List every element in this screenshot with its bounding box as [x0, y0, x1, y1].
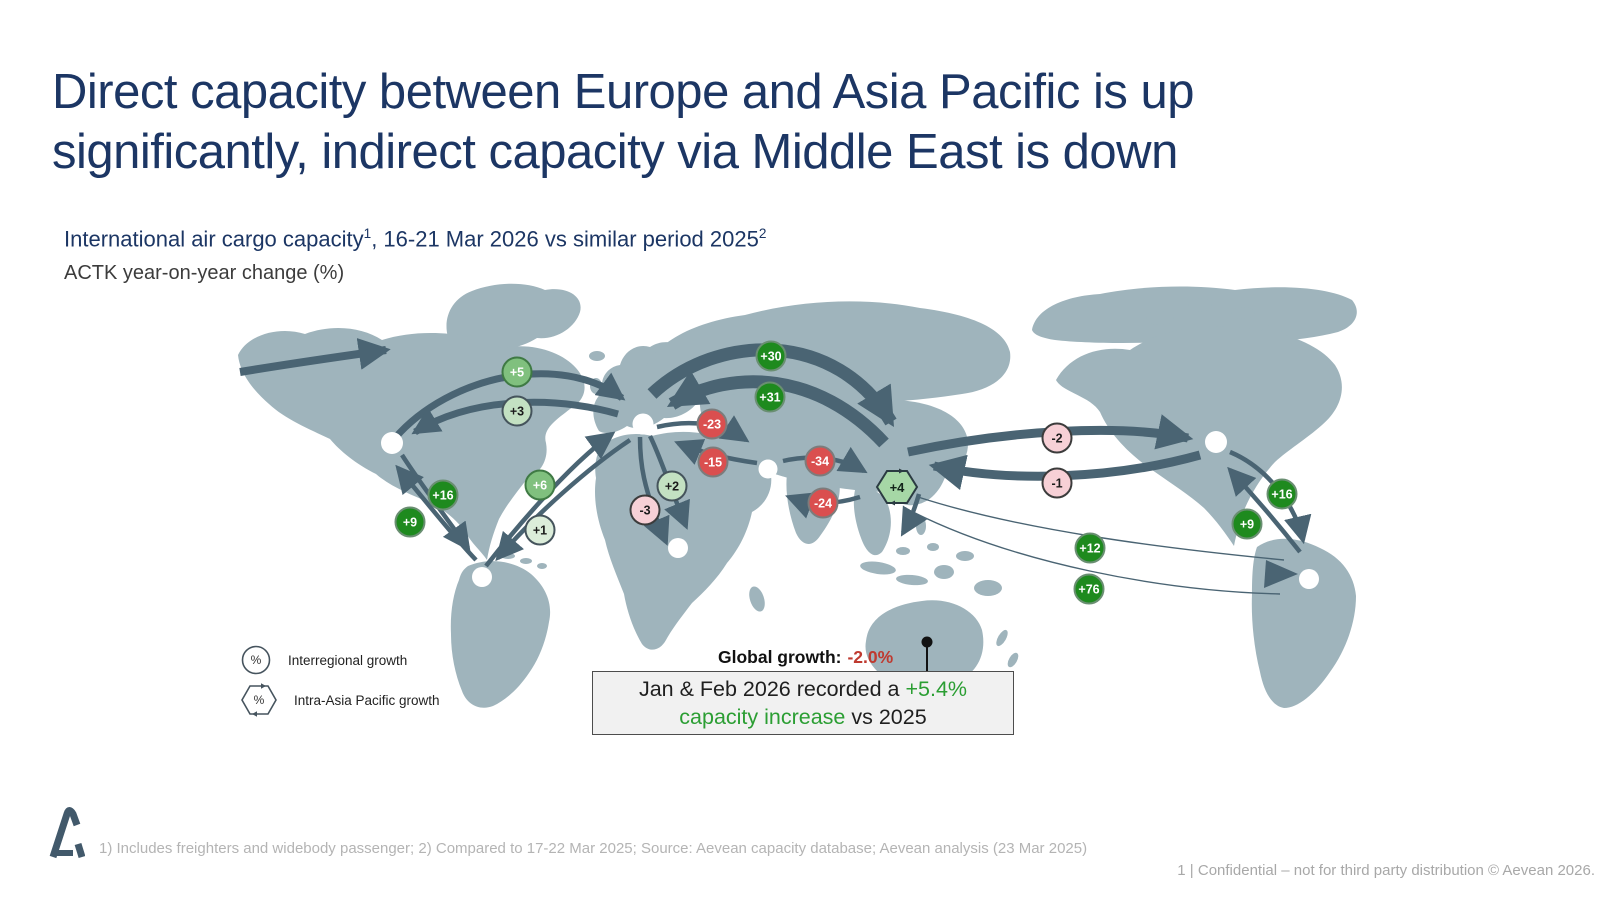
legend-item-intra-asia: % Intra-Asia Pacific growth	[240, 680, 440, 720]
route-growth-badge: +30	[755, 340, 787, 372]
route-growth-badge: +9	[1231, 508, 1263, 540]
route-growth-badge: +2	[656, 470, 688, 502]
legend-item-interregional: % Interregional growth	[240, 640, 440, 680]
title-line-2: significantly, indirect capacity via Mid…	[52, 125, 1178, 179]
subtitle-period: , 16-21 Mar 2026 vs similar period 2025	[371, 226, 759, 252]
intra-asia-growth-badge: +4	[875, 468, 919, 506]
title-line-1: Direct capacity between Europe and Asia …	[52, 65, 1194, 119]
callout-leader	[921, 636, 933, 671]
chart-subtitle: International air cargo capacity1, 16-21…	[64, 226, 766, 252]
continents	[238, 283, 1357, 708]
svg-text:%: %	[254, 693, 265, 707]
global-growth: Global growth: -2.0%	[718, 647, 893, 668]
route-growth-badge: +12	[1074, 532, 1106, 564]
global-growth-label: Global growth:	[718, 647, 842, 667]
intra-asia-hexagon-icon: %	[241, 683, 277, 717]
route-growth-badge: +16	[427, 479, 459, 511]
unit-label: ACTK year-on-year change (%)	[64, 262, 345, 284]
route-growth-badge: -34	[804, 445, 836, 477]
footnote-marker-1: 1	[363, 226, 372, 241]
interregional-circle-icon: %	[241, 645, 271, 675]
callout-line2-black: vs 2025	[845, 705, 927, 729]
route-growth-badge: +9	[394, 506, 426, 538]
route-growth-badge: +6	[524, 469, 556, 501]
page-title: Direct capacity between Europe and Asia …	[52, 62, 1194, 182]
legend-label-interregional: Interregional growth	[288, 652, 408, 668]
callout-box: Jan & Feb 2026 recorded a +5.4% capacity…	[592, 671, 1014, 735]
route-growth-badge: +1	[524, 514, 556, 546]
aevean-logo	[49, 807, 85, 859]
footnote-marker-2: 2	[758, 226, 767, 241]
subtitle-text: International air cargo capacity	[64, 226, 364, 252]
thin-route-arrowhead	[1264, 560, 1298, 588]
route-growth-badge: +3	[501, 395, 533, 427]
global-growth-value: -2.0%	[847, 647, 894, 667]
route-growth-badge: -2	[1041, 422, 1073, 454]
callout-line1-green: +5.4%	[905, 677, 968, 701]
callout-line1-black: Jan & Feb 2026 recorded a	[638, 677, 906, 701]
legend-label-intra-asia: Intra-Asia Pacific growth	[294, 692, 440, 708]
confidential-notice: 1 | Confidential – not for third party d…	[1177, 862, 1595, 879]
route-growth-badge: +16	[1266, 478, 1298, 510]
route-growth-badge: -24	[807, 487, 839, 519]
map-legend: % Interregional growth % Intra-Asia Paci…	[240, 640, 440, 720]
callout-line2-green: capacity increase	[679, 705, 846, 729]
route-growth-badge: +31	[754, 381, 786, 413]
route-growth-badge: +76	[1073, 573, 1105, 605]
route-growth-badge: -15	[697, 446, 729, 478]
footnote: 1) Includes freighters and widebody pass…	[99, 840, 1088, 857]
svg-text:%: %	[251, 653, 262, 667]
callout-text: Jan & Feb 2026 recorded a +5.4% capacity…	[639, 675, 967, 731]
route-growth-badge: +5	[501, 356, 533, 388]
route-growth-badge: -23	[696, 408, 728, 440]
route-growth-badge: -1	[1041, 467, 1073, 499]
hub-nodes	[381, 413, 1319, 589]
route-growth-badge: -3	[629, 494, 661, 526]
